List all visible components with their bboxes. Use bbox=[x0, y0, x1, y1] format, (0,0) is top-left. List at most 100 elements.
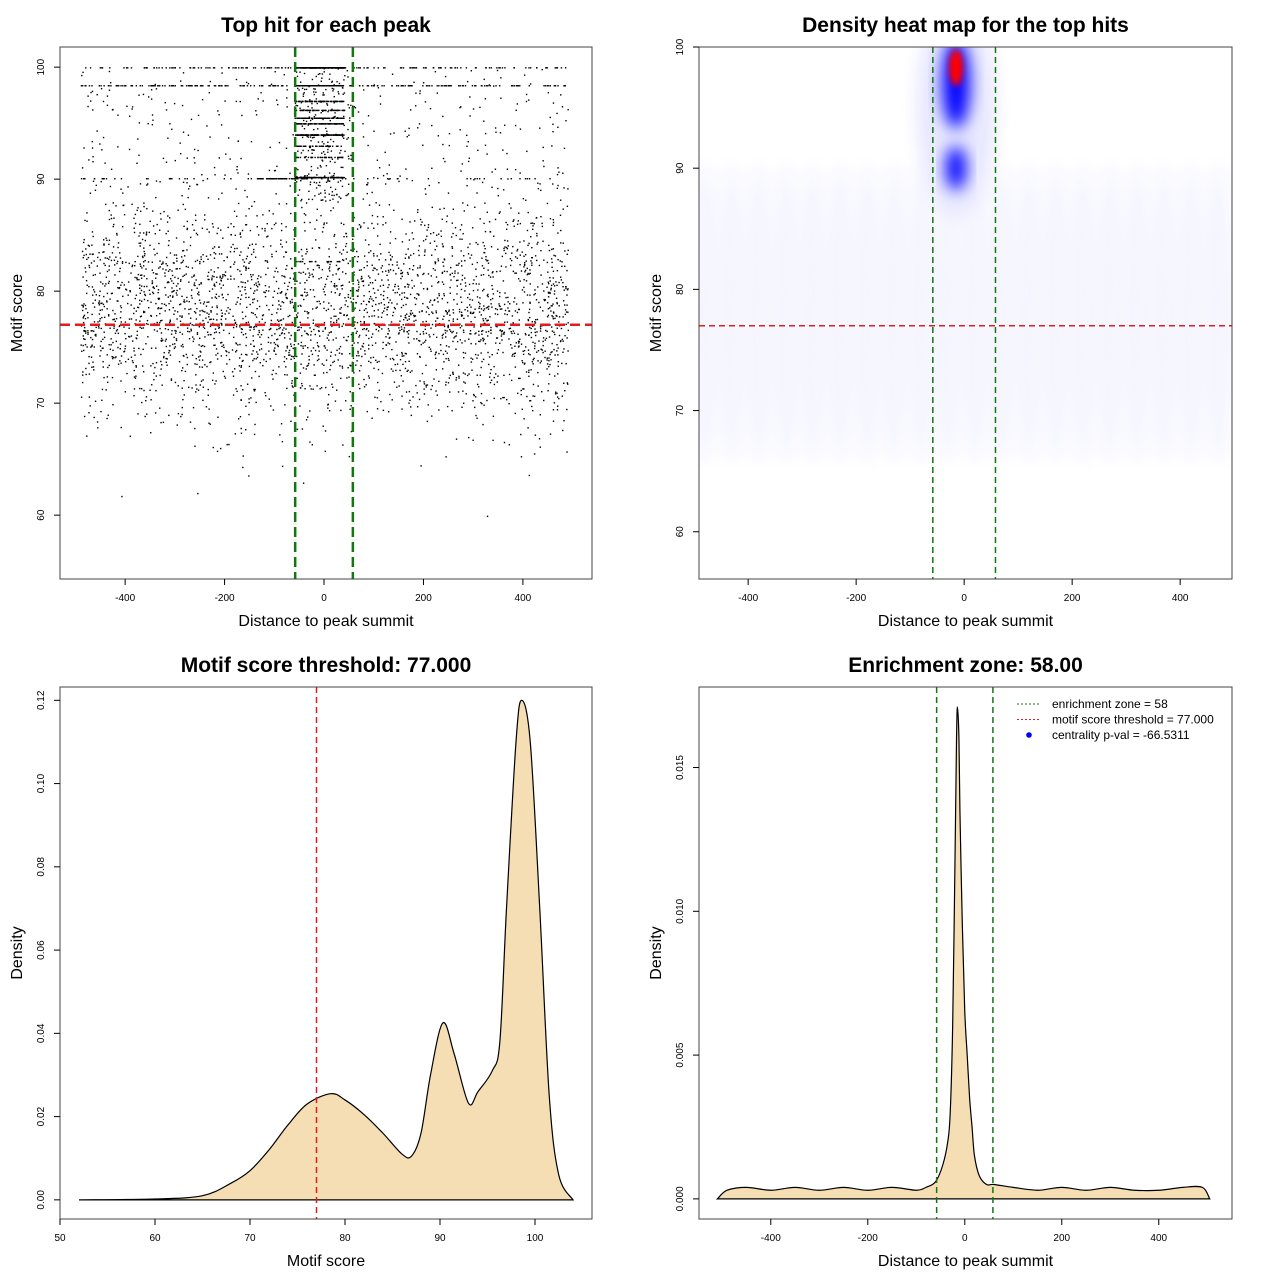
data-point bbox=[442, 246, 444, 248]
data-point bbox=[383, 307, 386, 309]
data-point bbox=[363, 322, 365, 324]
data-point bbox=[240, 294, 243, 296]
data-point bbox=[242, 466, 244, 469]
data-point bbox=[338, 294, 341, 296]
data-point bbox=[116, 234, 118, 236]
data-point bbox=[262, 214, 264, 216]
data-point bbox=[154, 412, 157, 414]
data-point bbox=[149, 244, 151, 247]
data-point bbox=[418, 294, 420, 296]
data-point bbox=[542, 310, 544, 312]
data-point bbox=[296, 377, 298, 380]
data-point bbox=[332, 134, 335, 136]
data-point bbox=[304, 134, 307, 136]
data-point bbox=[261, 314, 264, 317]
data-point bbox=[191, 297, 193, 299]
data-point bbox=[375, 202, 377, 204]
data-point bbox=[326, 123, 329, 125]
data-point bbox=[551, 342, 553, 345]
data-point bbox=[102, 366, 104, 368]
data-point bbox=[249, 244, 251, 246]
data-point bbox=[242, 85, 245, 87]
data-point bbox=[365, 307, 367, 310]
data-point bbox=[337, 100, 339, 103]
data-point bbox=[462, 255, 465, 257]
data-point bbox=[366, 261, 368, 263]
data-point bbox=[136, 162, 138, 164]
data-point bbox=[548, 365, 550, 368]
data-point bbox=[158, 242, 160, 245]
data-point bbox=[106, 257, 108, 259]
data-point bbox=[253, 248, 255, 251]
data-point bbox=[501, 255, 504, 258]
data-point bbox=[482, 318, 484, 320]
data-point bbox=[442, 318, 444, 320]
data-point bbox=[550, 289, 552, 291]
data-point bbox=[107, 282, 110, 284]
data-point bbox=[339, 251, 341, 254]
data-point bbox=[548, 336, 551, 338]
data-point bbox=[328, 256, 331, 258]
data-point bbox=[106, 354, 108, 356]
data-point bbox=[448, 328, 451, 331]
data-point bbox=[196, 85, 198, 87]
data-point bbox=[337, 67, 339, 69]
data-point bbox=[157, 307, 160, 309]
data-point bbox=[216, 305, 218, 307]
data-point bbox=[110, 338, 112, 340]
data-point bbox=[262, 246, 265, 248]
data-point bbox=[478, 178, 481, 180]
data-point bbox=[461, 274, 464, 277]
data-point bbox=[278, 320, 280, 323]
data-point bbox=[359, 387, 361, 390]
data-point bbox=[204, 364, 206, 366]
data-point bbox=[508, 338, 510, 340]
data-point bbox=[546, 261, 549, 264]
data-point bbox=[443, 361, 445, 363]
data-point bbox=[150, 432, 152, 434]
data-point bbox=[486, 319, 488, 322]
data-point bbox=[313, 123, 316, 125]
data-point bbox=[236, 247, 238, 250]
data-point bbox=[98, 294, 101, 297]
data-point bbox=[499, 211, 501, 213]
data-point bbox=[456, 303, 458, 305]
data-point bbox=[293, 357, 296, 360]
data-point bbox=[501, 67, 504, 69]
data-point bbox=[526, 395, 528, 398]
data-point bbox=[180, 152, 182, 155]
data-point bbox=[163, 355, 165, 358]
data-point bbox=[508, 328, 510, 330]
data-point bbox=[168, 302, 170, 305]
data-point bbox=[100, 302, 102, 305]
data-point bbox=[215, 354, 217, 356]
data-point bbox=[264, 260, 267, 262]
data-point bbox=[322, 118, 324, 121]
data-point bbox=[556, 396, 559, 398]
data-point bbox=[186, 220, 189, 223]
data-point bbox=[567, 350, 569, 352]
data-point bbox=[495, 85, 497, 87]
data-point bbox=[540, 274, 542, 276]
data-point bbox=[530, 331, 533, 334]
data-point bbox=[333, 67, 335, 69]
data-point bbox=[410, 85, 413, 87]
data-point bbox=[532, 395, 534, 397]
data-point bbox=[168, 178, 171, 180]
data-point bbox=[113, 327, 115, 329]
data-point bbox=[381, 328, 383, 330]
data-point bbox=[189, 322, 192, 325]
data-point bbox=[87, 317, 89, 319]
data-point bbox=[403, 355, 405, 357]
data-point bbox=[123, 351, 125, 353]
data-point bbox=[325, 117, 327, 119]
data-point bbox=[256, 300, 259, 302]
data-point bbox=[354, 327, 356, 330]
data-point bbox=[440, 85, 443, 87]
data-point bbox=[321, 145, 323, 147]
data-point bbox=[236, 390, 238, 393]
data-point bbox=[416, 330, 418, 333]
data-point bbox=[448, 132, 451, 135]
data-point bbox=[538, 301, 540, 304]
data-point bbox=[209, 423, 211, 425]
